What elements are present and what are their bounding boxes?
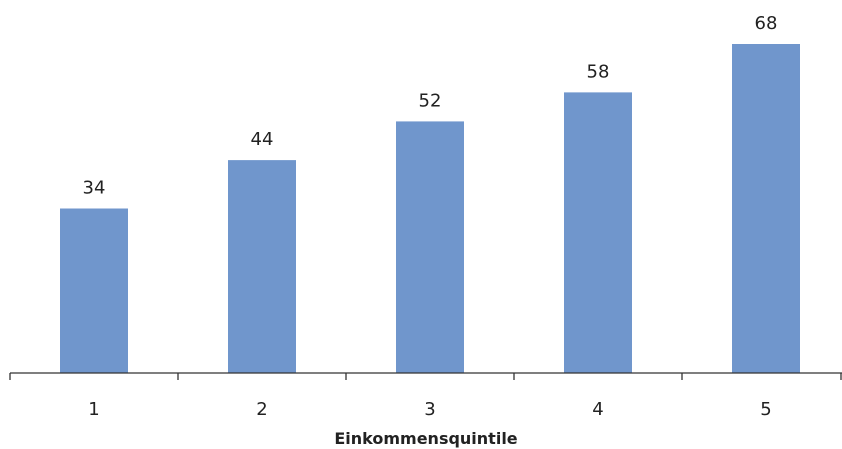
bar-2 [228,160,296,373]
data-label-2: 44 [251,129,274,150]
bars-group [60,44,800,373]
bar-4 [564,92,632,373]
bar-3 [396,121,464,373]
x-tick-label-2: 2 [256,399,267,420]
x-tick-label-5: 5 [760,399,771,420]
x-axis-ticks [9,373,842,380]
x-tick-label-3: 3 [424,399,435,420]
data-label-3: 52 [419,90,442,111]
data-label-5: 68 [755,13,778,34]
data-label-1: 34 [83,178,106,199]
bar-5 [732,44,800,373]
data-label-4: 58 [587,61,610,82]
x-axis-tick-labels: 1 2 3 4 5 [88,399,771,420]
data-labels-group: 34 44 52 58 68 [83,13,778,199]
x-axis-title: Einkommensquintile [334,429,517,448]
bar-1 [60,208,128,373]
x-tick-label-4: 4 [592,399,603,420]
x-tick-label-1: 1 [88,399,99,420]
